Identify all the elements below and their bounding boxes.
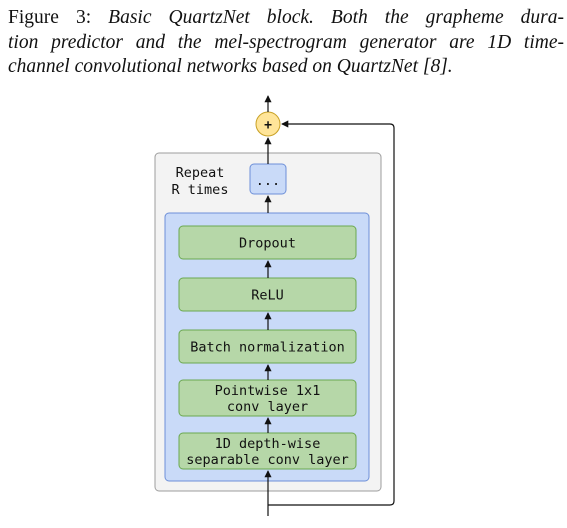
layer-depthwise-label-2: separable conv layer	[186, 452, 349, 468]
repeat-label-line-2: R times	[172, 182, 229, 198]
caption-label: Figure 3:	[8, 7, 92, 28]
repeat-label-line-1: Repeat	[176, 165, 225, 181]
caption-line-2: tion predictor and the mel-spectrogram g…	[8, 31, 564, 53]
ellipsis-label: ...	[256, 173, 280, 189]
residual-connection	[268, 120, 395, 506]
caption-line-3: channel convolutional networks based on …	[8, 56, 453, 77]
layer-pointwise: Pointwise 1x1 conv layer	[178, 379, 357, 417]
layer-batchnorm: Batch normalization	[178, 329, 357, 364]
layer-dropout-label: Dropout	[239, 236, 296, 252]
layer-relu: ReLU	[178, 277, 357, 312]
layer-pointwise-label-1: Pointwise 1x1	[215, 383, 321, 399]
sum-symbol: +	[264, 118, 272, 133]
layer-batchnorm-label: Batch normalization	[190, 340, 344, 356]
caption-text-1: Basic QuartzNet block. Both the grapheme…	[108, 7, 564, 28]
figure-caption: Figure 3: Basic QuartzNet block. Both th…	[8, 6, 564, 80]
layer-depthwise: 1D depth-wise separable conv layer	[178, 432, 357, 470]
layer-depthwise-label-1: 1D depth-wise	[215, 436, 321, 452]
layer-dropout: Dropout	[178, 225, 357, 260]
caption-line-1: Figure 3: Basic QuartzNet block. Both th…	[8, 6, 564, 31]
layer-pointwise-label-2: conv layer	[227, 399, 308, 415]
layer-dropout-box	[178, 225, 357, 260]
layer-relu-label: ReLU	[251, 288, 284, 304]
